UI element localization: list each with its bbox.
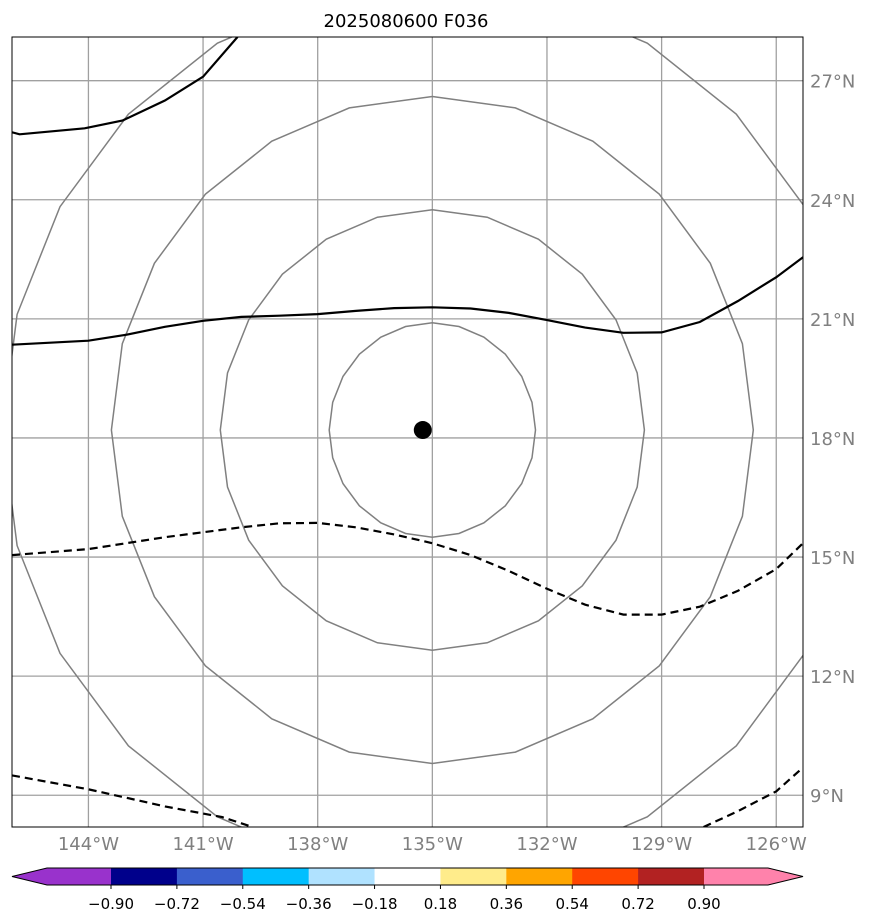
lon-tick-label: 135°W	[402, 834, 463, 855]
colorbar-bin	[111, 868, 178, 885]
lat-tick-label: 15°N	[810, 548, 855, 569]
colorbar-bin	[308, 868, 375, 885]
colorbar-tick-label: −0.18	[352, 895, 398, 913]
colorbar-tick-label: 0.72	[621, 895, 654, 913]
lat-tick-label: 9°N	[810, 786, 844, 807]
range-ring	[219, 208, 646, 652]
colorbar-tick-label: 0.18	[424, 895, 457, 913]
latitude-labels: 9°N 12°N 15°N 18°N 21°N 24°N 27°N	[810, 72, 855, 808]
range-rings	[12, 37, 803, 827]
colorbar-bin	[242, 868, 310, 885]
range-ring	[328, 322, 537, 538]
colorbar-tick-label: −0.54	[220, 895, 266, 913]
colorbar-tick-label: 0.36	[490, 895, 523, 913]
contour-lines	[12, 37, 803, 827]
lon-tick-label: 132°W	[516, 834, 577, 855]
colorbar-bin	[638, 868, 705, 885]
lat-tick-label: 18°N	[810, 429, 855, 450]
lon-tick-label: 129°W	[631, 834, 692, 855]
colorbar: −0.90 −0.72 −0.54 −0.36 −0.18 0.18 0.36 0.54 0.7…	[11, 867, 804, 913]
colorbar-tick-label: −0.90	[88, 895, 134, 913]
map-frame	[11, 36, 804, 828]
colorbar-extend-min	[12, 868, 111, 885]
lat-tick-label: 12°N	[810, 667, 855, 688]
range-ring	[12, 37, 803, 827]
colorbar-tick-label: −0.72	[154, 895, 200, 913]
lon-tick-label: 144°W	[58, 834, 119, 855]
colorbar-bin	[572, 868, 639, 885]
colorbar-outline	[11, 867, 804, 886]
dashed-contour	[703, 766, 803, 827]
lon-tick-label: 138°W	[287, 834, 348, 855]
colorbar-bin	[440, 868, 507, 885]
lon-tick-label: 141°W	[172, 834, 233, 855]
colorbar-tick-label: 0.90	[687, 895, 720, 913]
longitude-labels: 144°W 141°W 138°W 135°W 132°W 129°W 126°W	[58, 834, 807, 855]
colorbar-tick-label: 0.54	[556, 895, 589, 913]
solid-contour	[12, 37, 239, 136]
colorbar-bin	[176, 868, 244, 885]
solid-contour	[12, 256, 803, 346]
lat-tick-label: 21°N	[810, 310, 855, 331]
graticule	[12, 37, 803, 827]
map-title: 2025080600 F036	[324, 11, 489, 32]
storm-center-marker	[413, 421, 432, 440]
colorbar-extend-max	[704, 868, 803, 885]
lat-tick-label: 24°N	[810, 191, 855, 212]
range-ring	[110, 95, 755, 765]
lon-tick-label: 126°W	[746, 834, 807, 855]
dashed-contour	[12, 774, 254, 827]
center-markers	[413, 421, 432, 440]
lat-tick-label: 27°N	[810, 72, 855, 93]
colorbar-bin	[506, 868, 573, 885]
dashed-contour	[12, 521, 803, 616]
colorbar-tick-label: −0.36	[286, 895, 332, 913]
colorbar-bin	[374, 868, 441, 885]
